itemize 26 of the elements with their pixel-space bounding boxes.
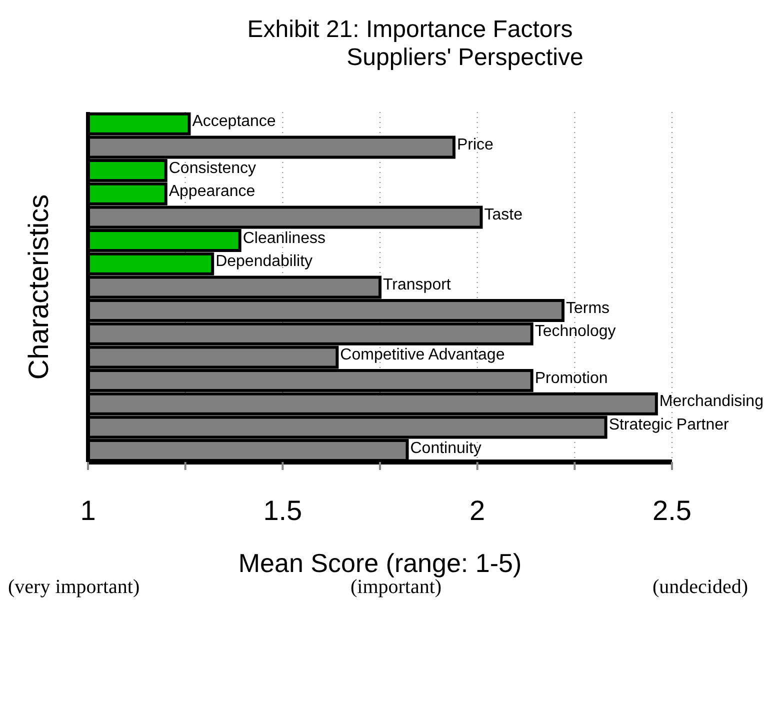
x-tick-label: 2 [470, 494, 486, 526]
chart-title: Exhibit 21: Importance Factors [246, 15, 574, 44]
x-tick-label: 1 [80, 494, 96, 526]
y-tick-label: Price [456, 136, 494, 154]
y-tick-label: Strategic Partner [608, 416, 730, 434]
y-tick-label: Dependability [216, 253, 313, 270]
x-tick-label: 2.5 [652, 494, 692, 526]
y-tick-label: Terms [566, 300, 610, 317]
y-tick-label: Promotion [534, 370, 608, 387]
y-tick-label: Cleanliness [242, 230, 326, 247]
text: (important) [350, 576, 442, 599]
y-tick-label: Merchandising [659, 393, 764, 410]
text: (undecided) [652, 576, 748, 599]
y-tick-label: Competitive Advantage [340, 346, 505, 364]
y-tick-label: Appearance [168, 183, 256, 200]
y-tick-label: Acceptance [192, 113, 276, 130]
x-axis-title: Mean Score (range: 1-5) [238, 548, 522, 578]
y-tick-label: Technology [534, 323, 616, 340]
y-tick-label: Consistency [168, 160, 256, 177]
chart-subtitle: Suppliers' Perspective [346, 44, 584, 72]
y-axis-title: Characteristics [22, 194, 54, 380]
y-tick-label: Transport [383, 276, 452, 294]
text: (very important) [8, 576, 140, 599]
y-tick-label: Continuity [410, 440, 482, 457]
x-tick-label: 1.5 [263, 494, 302, 526]
y-tick-label: Taste [484, 206, 523, 224]
